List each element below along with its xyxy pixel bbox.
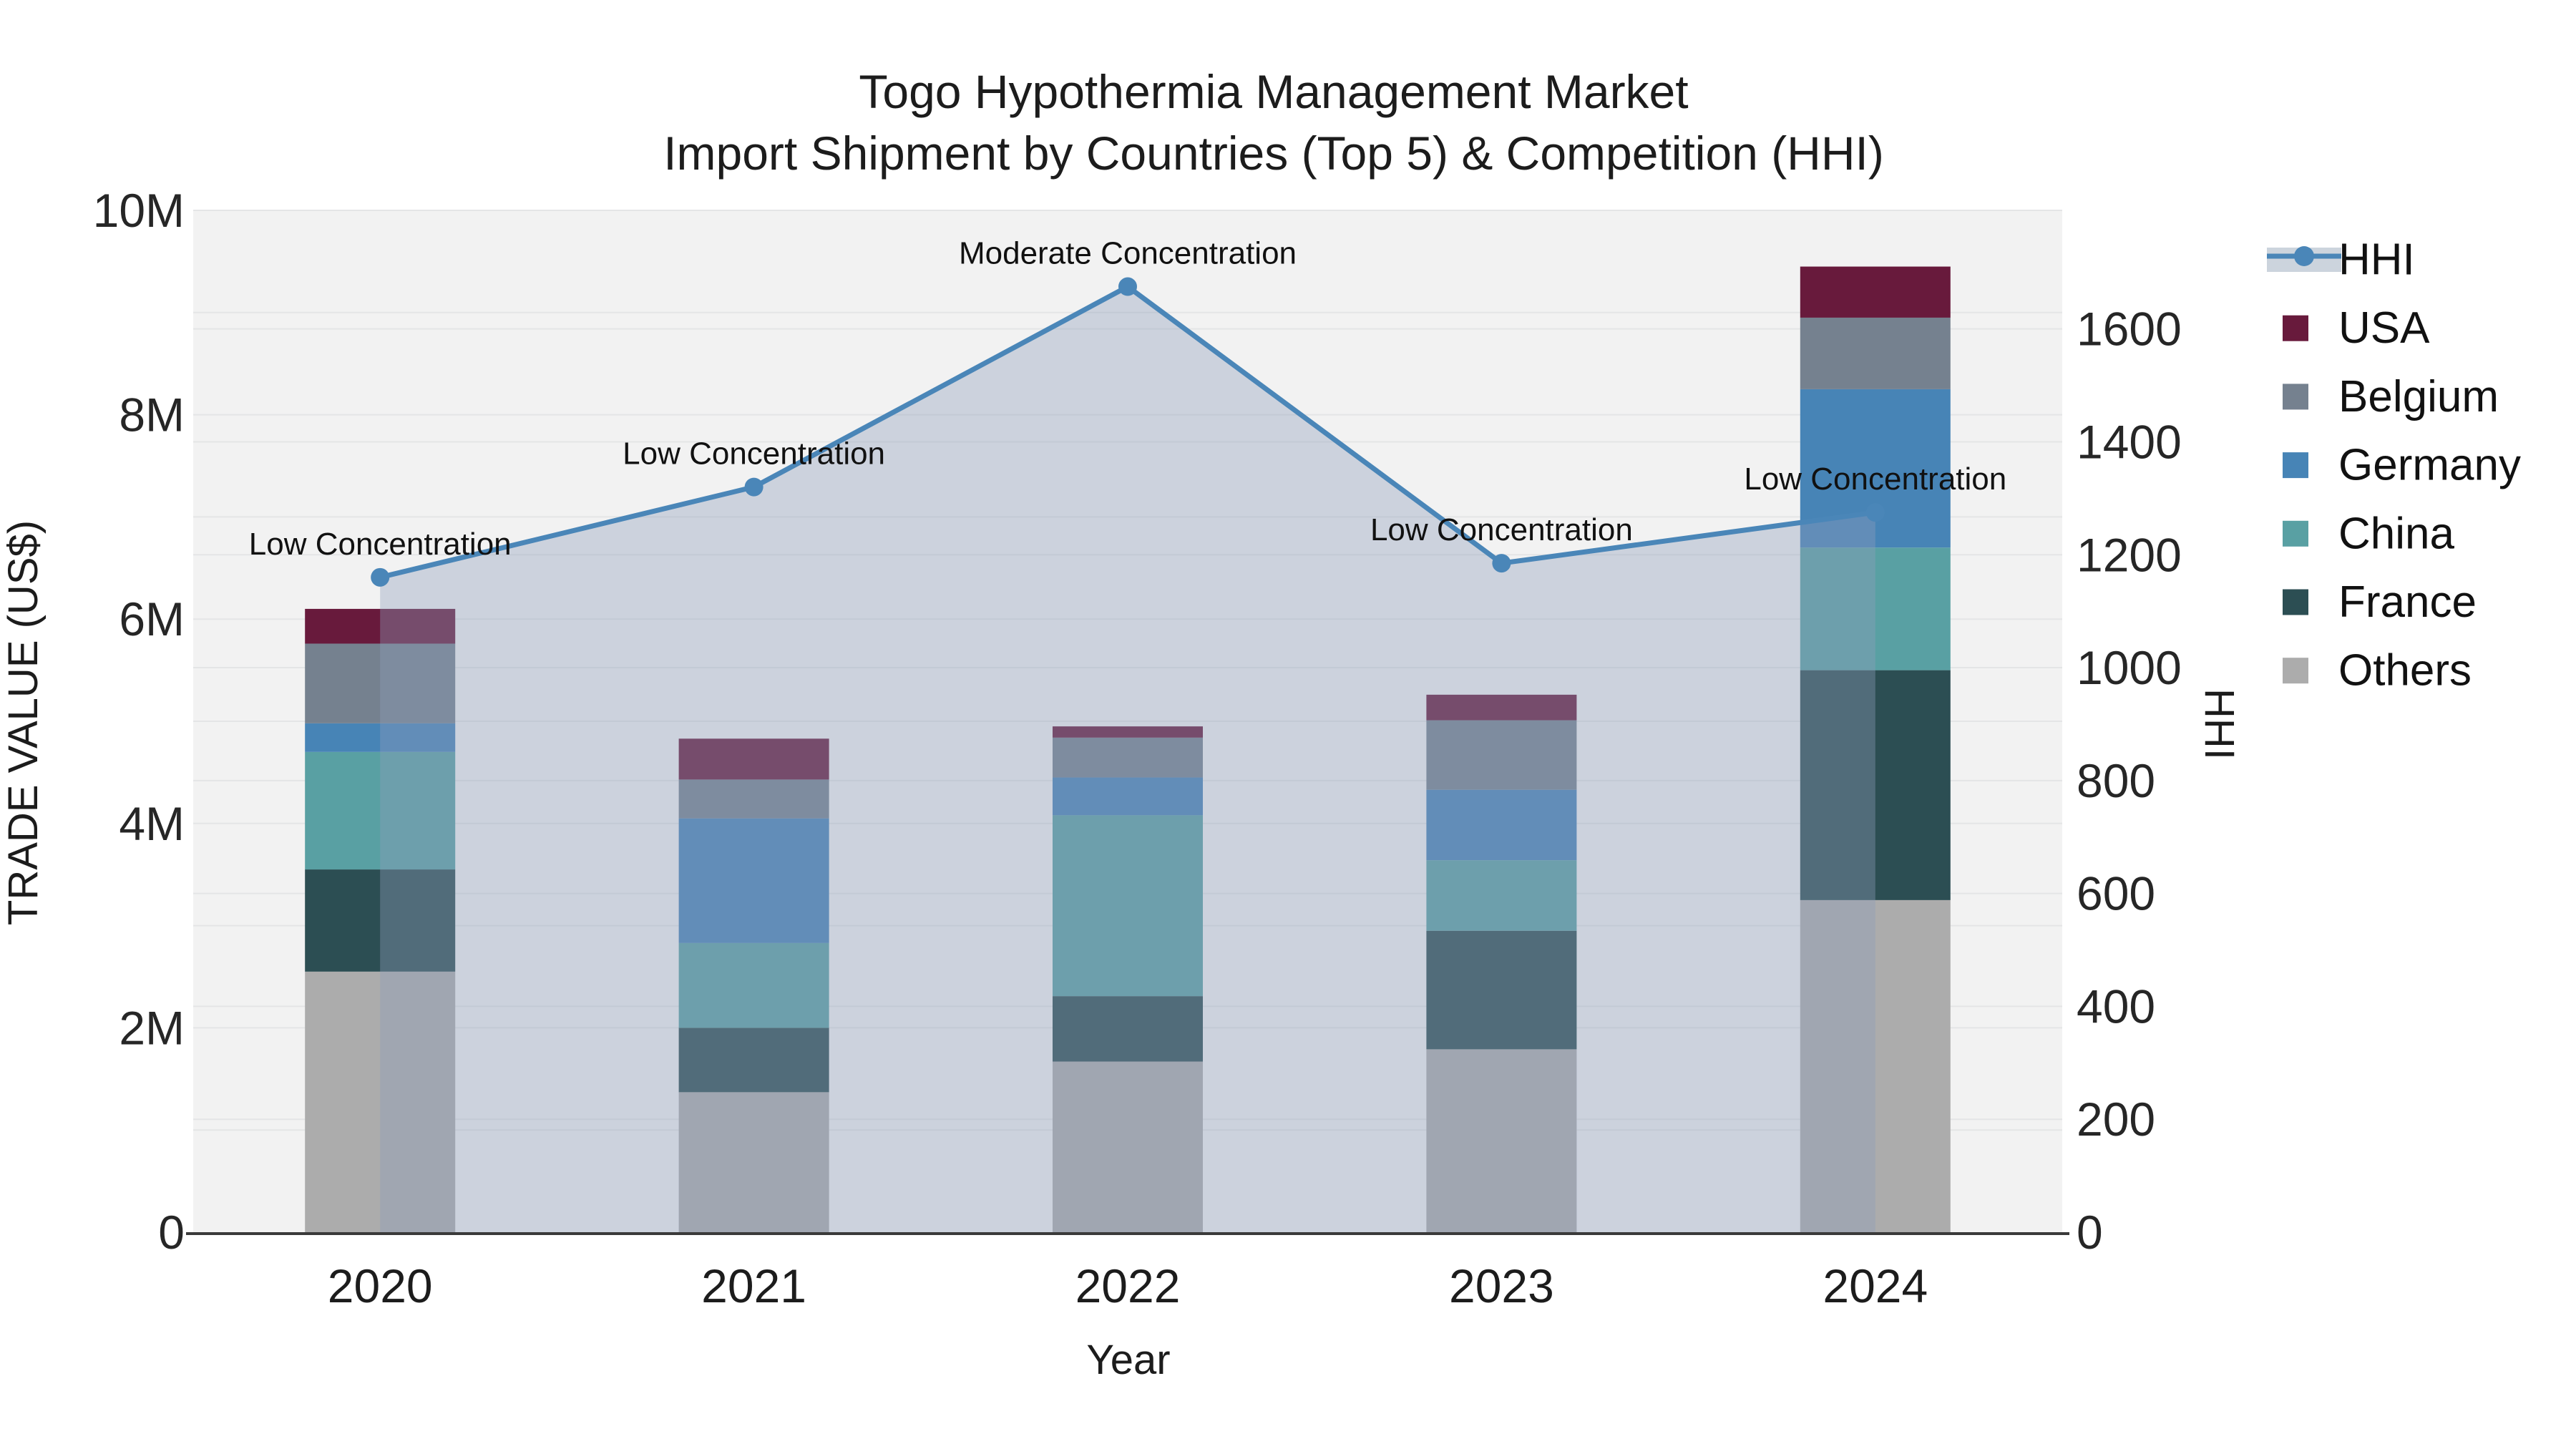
bar-segment-france-2022 <box>1053 996 1203 1062</box>
hhi-line-layer <box>371 277 1885 587</box>
x-tick-label-2024: 2024 <box>1823 1259 1928 1312</box>
legend-item-hhi[interactable]: HHI <box>2267 235 2415 285</box>
bar-segment-belgium-2020 <box>305 643 456 723</box>
legend-swatch-germany <box>2283 452 2308 479</box>
bar-segment-others-2020 <box>305 971 456 1232</box>
bar-segment-usa-2022 <box>1053 726 1203 738</box>
bar-segment-usa-2023 <box>1426 694 1577 721</box>
bar-segment-china-2020 <box>305 751 456 870</box>
legend-label-china: China <box>2338 509 2455 558</box>
legend-swatch-belgium <box>2283 384 2308 410</box>
y-right-tick-label: 1200 <box>2077 528 2182 581</box>
bar-segment-belgium-2024 <box>1800 317 1951 389</box>
hhi-area-fill <box>380 286 1875 1232</box>
bar-segment-belgium-2023 <box>1426 720 1577 790</box>
y-right-tick-label: 1000 <box>2077 641 2182 694</box>
bar-segment-china-2023 <box>1426 860 1577 931</box>
y-right-tick-label: 600 <box>2077 867 2155 920</box>
bar-segment-others-2024 <box>1800 899 1951 1232</box>
y-right-tick-label: 0 <box>2077 1206 2103 1259</box>
x-tick-label-2021: 2021 <box>701 1259 806 1312</box>
hhi-marker-2022 <box>1118 277 1137 296</box>
y-right-tick-label: 1600 <box>2077 303 2182 356</box>
annotations-layer: Low Concentration Low Concentration Modera… <box>249 236 2006 562</box>
legend-item-belgium[interactable]: Belgium <box>2283 372 2499 421</box>
bar-segment-usa-2020 <box>305 608 456 644</box>
y-left-tick-label: 8M <box>119 389 185 441</box>
y-left-tick-label: 2M <box>119 1001 185 1054</box>
bar-segment-france-2021 <box>678 1028 829 1093</box>
y-right-tick-label: 200 <box>2077 1093 2155 1146</box>
bar-segment-others-2021 <box>678 1092 829 1232</box>
bar-segment-usa-2021 <box>678 738 829 780</box>
hhi-marker-2023 <box>1492 554 1511 573</box>
x-tick-label-2020: 2020 <box>328 1259 433 1312</box>
hhi-marker-2021 <box>744 477 763 497</box>
bar-segment-china-2024 <box>1800 547 1951 670</box>
legend-item-china[interactable]: China <box>2283 509 2455 558</box>
bar-segment-france-2020 <box>305 869 456 972</box>
y-right-tick-label: 800 <box>2077 754 2155 807</box>
chart-title-line1: Togo Hypothermia Management Market <box>859 65 1688 118</box>
y-right-tick-label: 1400 <box>2077 415 2182 468</box>
legend-hhi-marker-sample <box>2294 246 2314 266</box>
annotation-2024: Low Concentration <box>1744 462 2006 497</box>
annotation-2020: Low Concentration <box>249 527 512 562</box>
y-left-tick-label: 6M <box>119 592 185 645</box>
bars-layer <box>305 266 1951 1232</box>
legend: HHI USA Belgium Germany China France Others <box>2267 235 2521 696</box>
bar-segment-germany-2021 <box>678 818 829 943</box>
legend-item-germany[interactable]: Germany <box>2283 441 2521 490</box>
legend-label-hhi: HHI <box>2338 235 2415 285</box>
legend-item-others[interactable]: Others <box>2283 646 2472 696</box>
chart-title-line2: Import Shipment by Countries (Top 5) & C… <box>663 127 1884 180</box>
legend-label-germany: Germany <box>2338 441 2521 490</box>
y-left-tick-label: 0 <box>158 1206 185 1259</box>
bar-segment-belgium-2022 <box>1053 737 1203 778</box>
bar-segment-germany-2023 <box>1426 789 1577 861</box>
bar-segment-china-2021 <box>678 942 829 1028</box>
y-left-axis-title: TRADE VALUE (US$) <box>0 520 47 925</box>
legend-swatch-usa <box>2283 315 2308 341</box>
legend-label-usa: USA <box>2338 303 2430 353</box>
annotation-2021: Low Concentration <box>623 436 885 472</box>
axes-layer: 0 2M 4M 6M 8M 10M 0 200 400 600 800 1000 1200 1400 160… <box>93 184 2182 1312</box>
hhi-marker-2024 <box>1865 503 1885 522</box>
legend-label-france: France <box>2338 577 2477 627</box>
legend-swatch-china <box>2283 520 2308 547</box>
annotation-2023: Low Concentration <box>1370 512 1633 547</box>
y-right-axis-title: HHI <box>2196 688 2243 760</box>
bar-segment-france-2024 <box>1800 670 1951 900</box>
y-left-tick-label: 10M <box>93 184 185 237</box>
x-tick-label-2023: 2023 <box>1449 1259 1554 1312</box>
bar-segment-others-2022 <box>1053 1061 1203 1232</box>
legend-item-usa[interactable]: USA <box>2283 303 2430 353</box>
hhi-marker-2020 <box>371 567 390 587</box>
y-left-tick-label: 4M <box>119 797 185 850</box>
bar-segment-germany-2022 <box>1053 777 1203 816</box>
legend-label-belgium: Belgium <box>2338 372 2499 421</box>
legend-swatch-france <box>2283 589 2308 615</box>
bar-segment-china-2022 <box>1053 815 1203 997</box>
hhi-area-layer <box>380 286 1875 1232</box>
legend-item-france[interactable]: France <box>2283 577 2477 627</box>
legend-swatch-others <box>2283 658 2308 684</box>
y-right-tick-label: 400 <box>2077 980 2155 1033</box>
bar-segment-belgium-2021 <box>678 779 829 819</box>
bar-segment-usa-2024 <box>1800 266 1951 318</box>
x-axis-title: Year <box>1086 1337 1170 1383</box>
legend-label-others: Others <box>2338 646 2472 696</box>
x-tick-label-2022: 2022 <box>1075 1259 1181 1312</box>
annotation-2022: Moderate Concentration <box>959 236 1297 271</box>
bar-segment-france-2023 <box>1426 930 1577 1050</box>
bar-segment-germany-2020 <box>305 723 456 752</box>
bar-segment-others-2023 <box>1426 1049 1577 1232</box>
